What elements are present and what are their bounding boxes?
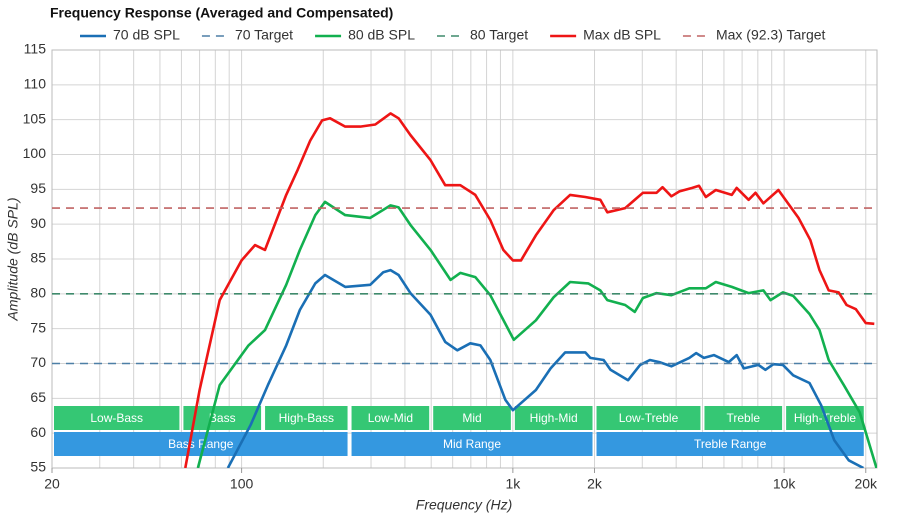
band-label: High-Mid xyxy=(530,411,578,425)
band xyxy=(265,406,348,430)
y-tick-label: 60 xyxy=(30,424,46,440)
y-tick-label: 100 xyxy=(23,145,47,161)
band xyxy=(514,406,593,430)
chart-title: Frequency Response (Averaged and Compens… xyxy=(50,5,393,21)
x-tick-label: 2k xyxy=(587,476,603,492)
y-tick-label: 105 xyxy=(23,110,47,126)
legend-label: Max dB SPL xyxy=(583,27,661,43)
band-label: Low-Bass xyxy=(90,411,143,425)
x-tick-label: 100 xyxy=(230,476,254,492)
band-label: Mid xyxy=(462,411,481,425)
y-tick-label: 95 xyxy=(30,180,46,196)
y-tick-label: 110 xyxy=(24,76,47,92)
band-label: Low-Treble xyxy=(619,411,679,425)
band-label: Low-Mid xyxy=(368,411,413,425)
y-tick-label: 55 xyxy=(30,459,46,475)
band xyxy=(351,406,430,430)
band xyxy=(351,432,593,456)
y-tick-label: 80 xyxy=(30,285,46,301)
legend-label: 80 Target xyxy=(470,27,528,43)
y-axis-label: Amplitude (dB SPL) xyxy=(5,198,21,322)
band xyxy=(54,406,180,430)
legend-label: 70 dB SPL xyxy=(113,27,180,43)
band-label: Treble xyxy=(726,411,760,425)
y-tick-label: 70 xyxy=(30,354,46,370)
y-tick-label: 75 xyxy=(30,319,46,335)
x-axis-label: Frequency (Hz) xyxy=(416,497,512,513)
band-label: Bass xyxy=(209,411,236,425)
y-tick-label: 90 xyxy=(30,215,46,231)
band xyxy=(596,406,701,430)
band-label: Bass Range xyxy=(168,437,234,451)
band-label: Treble Range xyxy=(694,437,767,451)
x-tick-label: 20k xyxy=(854,476,878,492)
band-label: Mid Range xyxy=(443,437,501,451)
plot-frame xyxy=(51,49,878,469)
response-line xyxy=(196,200,877,468)
band xyxy=(596,432,864,456)
y-tick-label: 65 xyxy=(30,389,46,405)
response-line xyxy=(226,268,865,468)
y-tick-label: 85 xyxy=(30,250,46,266)
x-tick-label: 20 xyxy=(44,476,60,492)
x-tick-label: 1k xyxy=(505,476,521,492)
band xyxy=(704,406,783,430)
legend-label: Max (92.3) Target xyxy=(716,27,826,43)
band xyxy=(433,406,511,430)
plot-area xyxy=(52,112,877,468)
response-line xyxy=(184,112,875,468)
band-label: High-Bass xyxy=(279,411,334,425)
x-tick-label: 10k xyxy=(773,476,797,492)
legend-label: 70 Target xyxy=(235,27,293,43)
legend-label: 80 dB SPL xyxy=(348,27,415,43)
y-tick-label: 115 xyxy=(24,41,47,57)
